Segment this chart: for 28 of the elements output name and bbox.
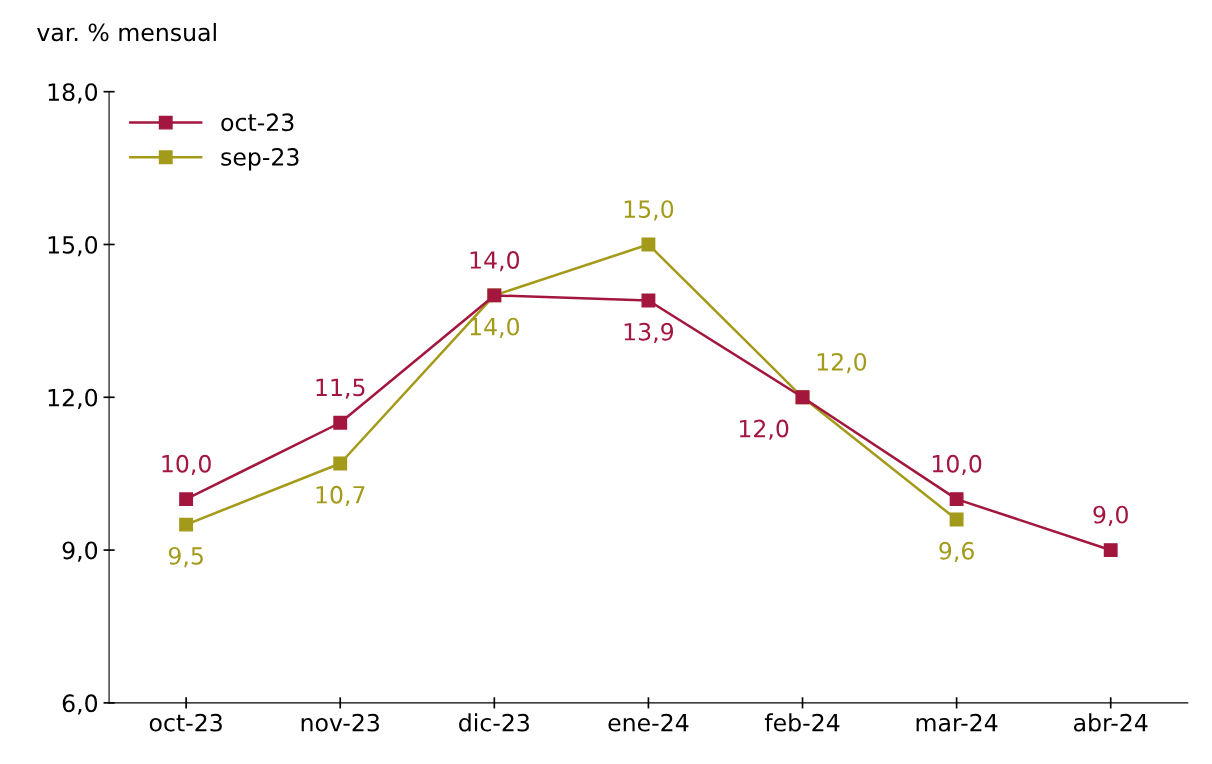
data-label: 10,7 bbox=[316, 485, 365, 507]
data-label: 13,9 bbox=[624, 322, 674, 344]
x-tick-label: dic-23 bbox=[459, 713, 529, 732]
x-tick-label: mar-24 bbox=[916, 713, 998, 732]
y-tick-label: 9,0 bbox=[62, 541, 98, 562]
y-tick-label: 15,0 bbox=[48, 235, 98, 257]
data-label: 9,5 bbox=[168, 546, 203, 568]
x-tick-label: abr-24 bbox=[1074, 713, 1148, 732]
data-label: 14,0 bbox=[470, 317, 520, 339]
data-label: 14,0 bbox=[470, 251, 520, 272]
data-label: 10,0 bbox=[932, 454, 982, 476]
x-tick-label: nov-23 bbox=[301, 713, 379, 732]
data-label: 15,0 bbox=[624, 200, 674, 221]
data-label: 11,5 bbox=[316, 378, 365, 399]
data-label: 9,6 bbox=[939, 541, 974, 563]
x-tick-label: ene-24 bbox=[608, 713, 689, 732]
y-tick-label: 6,0 bbox=[62, 694, 98, 715]
legend-label: sep-23 bbox=[221, 148, 299, 171]
x-tick-label: oct-23 bbox=[149, 713, 222, 732]
y-tick-label: 12,0 bbox=[48, 388, 98, 409]
data-label: 12,0 bbox=[817, 352, 867, 374]
data-label: 9,0 bbox=[1093, 505, 1128, 527]
data-label: 10,0 bbox=[162, 454, 211, 476]
data-label: 12,0 bbox=[739, 419, 789, 440]
x-tick-label: feb-24 bbox=[764, 713, 840, 732]
y-axis-title: var. % mensual bbox=[37, 22, 216, 42]
y-tick-label: 18,0 bbox=[48, 83, 98, 104]
legend-label: oct-23 bbox=[221, 113, 294, 132]
